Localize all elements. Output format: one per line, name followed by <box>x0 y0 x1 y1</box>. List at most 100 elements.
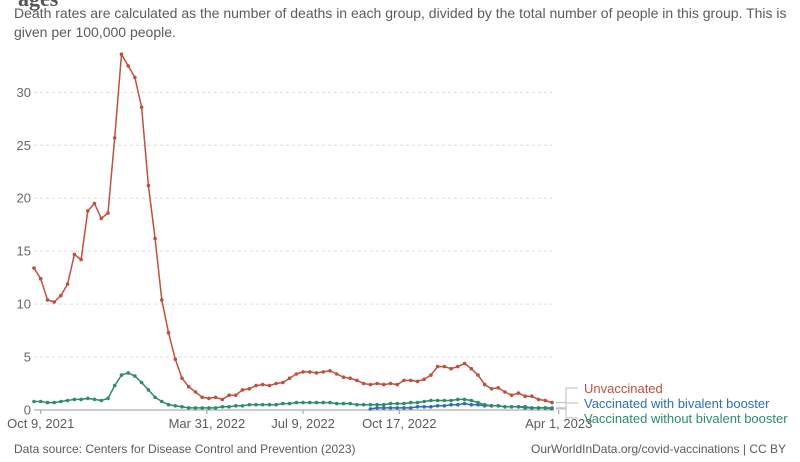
data-point <box>32 266 36 270</box>
data-point <box>388 406 393 410</box>
data-point <box>112 383 117 388</box>
data-point <box>45 400 50 405</box>
data-point <box>254 383 258 388</box>
data-point <box>79 397 83 402</box>
data-point <box>462 361 467 366</box>
data-point <box>153 236 157 241</box>
y-tick-label: 10 <box>17 297 31 312</box>
data-point <box>79 257 83 262</box>
data-point <box>260 402 265 407</box>
data-point <box>355 378 359 383</box>
data-point <box>543 398 548 403</box>
data-point <box>126 64 130 68</box>
y-tick-label: 0 <box>24 403 31 418</box>
data-point <box>375 381 379 386</box>
data-point <box>368 407 373 411</box>
chart-title: ages <box>18 0 58 12</box>
data-point <box>126 371 130 375</box>
line-chart: 0 5 10 15 20 25 30 Oct 9, 2021 Mar 31, 2022 Jul 9… <box>7 52 788 431</box>
data-point <box>240 388 245 392</box>
data-point <box>375 402 379 407</box>
data-point <box>119 373 124 377</box>
legend-leader-line <box>556 387 578 404</box>
x-tick-label: Mar 31, 2022 <box>169 416 246 431</box>
data-point <box>482 402 487 407</box>
data-point <box>334 372 339 376</box>
data-point <box>550 400 554 405</box>
data-point <box>442 404 447 408</box>
data-point <box>32 399 36 404</box>
data-point <box>442 398 447 403</box>
series-label: Vaccinated without bivalent booster <box>584 411 788 426</box>
data-point <box>254 402 258 407</box>
data-point <box>530 394 534 399</box>
data-point <box>449 398 453 403</box>
data-point <box>429 398 433 403</box>
data-point <box>301 370 305 374</box>
data-point <box>274 402 279 407</box>
data-point <box>193 390 198 394</box>
data-point <box>456 402 460 407</box>
data-point <box>456 364 460 369</box>
data-point <box>503 405 507 409</box>
data-point <box>516 391 521 395</box>
data-point <box>496 386 501 390</box>
data-point <box>180 376 184 381</box>
data-point <box>308 370 312 374</box>
data-point <box>112 136 117 140</box>
data-point <box>59 399 63 404</box>
data-point <box>509 405 514 409</box>
data-point <box>408 378 413 383</box>
data-point <box>160 298 164 302</box>
source-note: Data source: Centers for Disease Control… <box>14 442 356 456</box>
data-point <box>193 406 198 410</box>
data-point <box>52 300 56 304</box>
data-point <box>166 330 171 335</box>
data-point <box>240 404 245 408</box>
series-label: Unvaccinated <box>584 381 663 396</box>
data-point <box>213 406 218 410</box>
data-point <box>408 400 413 405</box>
data-point <box>402 378 406 383</box>
data-point <box>469 366 474 371</box>
y-tick-label: 20 <box>17 191 31 206</box>
data-point <box>348 401 353 406</box>
data-point <box>220 397 225 402</box>
data-point <box>476 373 480 377</box>
data-point <box>395 406 400 410</box>
data-point <box>38 276 43 281</box>
data-point <box>173 357 178 362</box>
license-link[interactable]: OurWorldInData.org/covid-vaccinations | … <box>531 442 786 456</box>
data-point <box>281 380 285 385</box>
data-point <box>207 406 211 410</box>
data-point <box>86 396 90 401</box>
data-point <box>160 399 164 404</box>
data-point <box>456 397 460 402</box>
data-point <box>449 402 453 407</box>
data-point <box>361 402 366 407</box>
y-tick-label: 25 <box>17 138 31 153</box>
data-point <box>435 398 440 403</box>
y-tick-label: 5 <box>24 350 31 365</box>
data-point <box>287 401 292 406</box>
data-point <box>348 376 353 381</box>
data-point <box>482 382 487 387</box>
data-point <box>361 381 366 386</box>
data-point <box>180 405 184 409</box>
x-tick-label: Apr 1, 2023 <box>525 416 592 431</box>
data-point <box>200 395 204 400</box>
data-point <box>382 406 386 410</box>
data-point <box>382 402 386 407</box>
data-point <box>294 372 299 376</box>
data-point <box>543 406 548 410</box>
data-point <box>119 52 124 56</box>
data-point <box>523 394 527 399</box>
data-point <box>200 406 204 410</box>
data-point <box>321 370 326 374</box>
data-point <box>139 380 144 385</box>
data-point <box>442 364 447 369</box>
data-point <box>234 404 238 408</box>
data-point <box>462 397 467 402</box>
data-point <box>99 216 104 221</box>
data-point <box>92 397 97 402</box>
